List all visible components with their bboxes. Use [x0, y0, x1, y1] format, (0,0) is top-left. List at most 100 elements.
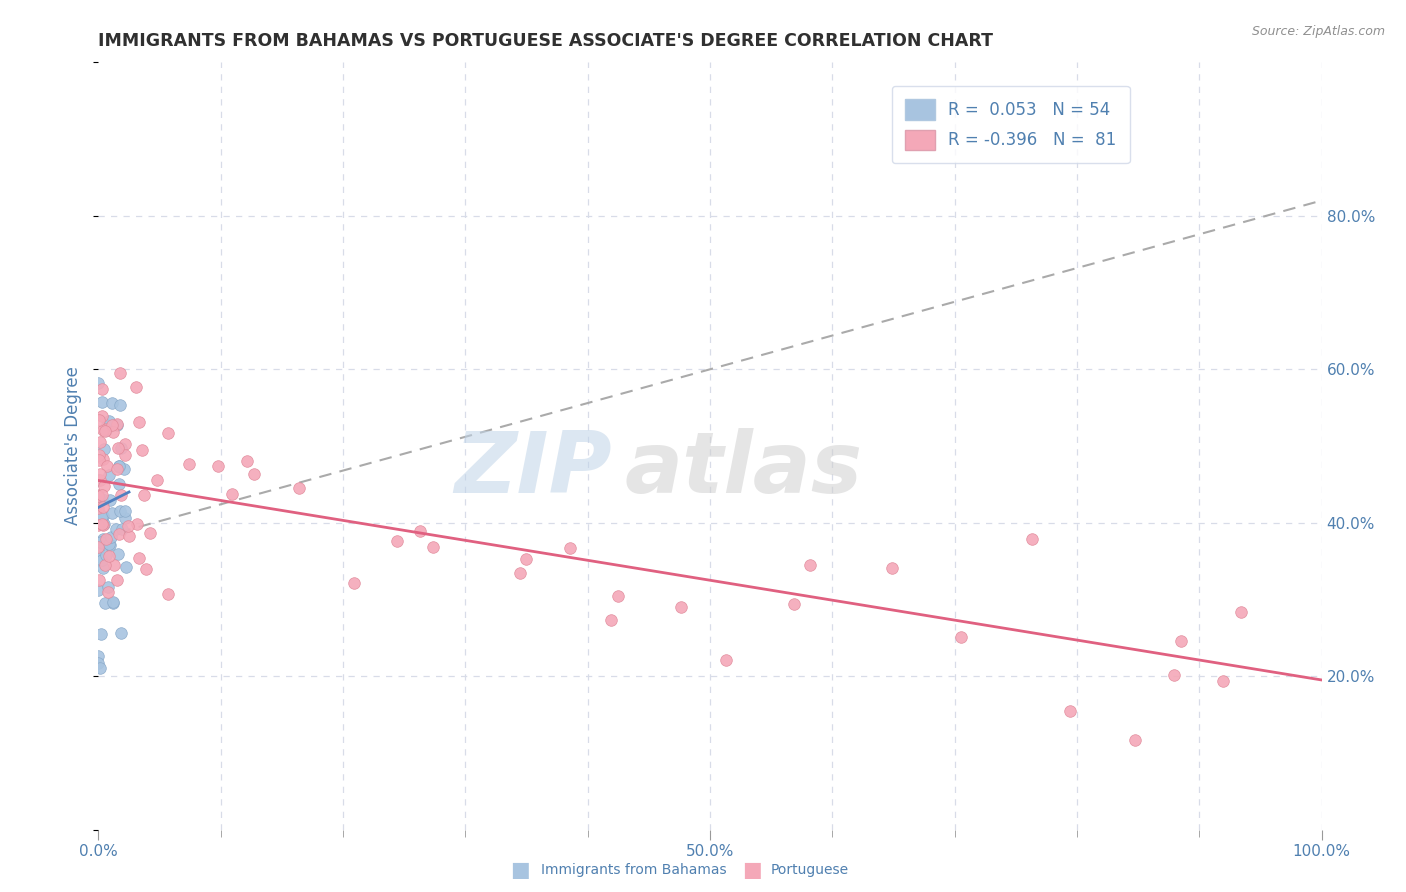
Point [87, 501, 110, 516]
Point [101, 596, 124, 610]
Text: Immigrants from Bahamas: Immigrants from Bahamas [541, 863, 727, 877]
Text: ■: ■ [742, 860, 762, 880]
Point [146, 473, 169, 487]
Point [107, 573, 129, 587]
Y-axis label: Associate's Degree: Associate's Degree [65, 367, 83, 525]
Point [783, 598, 806, 612]
Point [91, 488, 114, 502]
Point [87, 505, 110, 519]
Point [89, 453, 111, 467]
Text: ■: ■ [510, 860, 530, 880]
Point [108, 460, 131, 475]
Point [114, 448, 136, 462]
Point [89, 550, 111, 565]
Point [94, 596, 117, 610]
Point [207, 458, 229, 473]
Point [110, 366, 132, 380]
Text: Portuguese: Portuguese [770, 863, 849, 877]
Point [114, 437, 136, 451]
Point [101, 396, 124, 410]
Point [90, 534, 112, 549]
Text: ZIP: ZIP [454, 427, 612, 510]
Point [97, 580, 120, 594]
Point [714, 653, 737, 667]
Point [108, 458, 131, 473]
Point [1059, 704, 1081, 718]
Point [87, 473, 110, 487]
Point [114, 511, 136, 525]
Point [107, 417, 129, 432]
Point [91, 500, 114, 514]
Point [93, 516, 115, 531]
Point [91, 491, 114, 506]
Point [118, 529, 141, 543]
Point [111, 522, 134, 536]
Point [177, 457, 200, 471]
Point [243, 467, 266, 481]
Point [1123, 733, 1146, 747]
Point [89, 510, 111, 524]
Point [385, 534, 408, 549]
Point [98, 549, 121, 563]
Point [950, 630, 973, 644]
Point [110, 442, 132, 456]
Point [98, 538, 121, 552]
Point [87, 582, 110, 597]
Point [115, 559, 138, 574]
Point [125, 380, 148, 394]
Point [101, 594, 124, 608]
Point [91, 517, 114, 532]
Point [101, 417, 124, 432]
Point [128, 551, 150, 566]
Point [128, 415, 150, 429]
Point [131, 443, 153, 458]
Point [91, 535, 114, 549]
Point [422, 540, 444, 554]
Point [221, 487, 243, 501]
Point [112, 461, 135, 475]
Point [87, 488, 110, 502]
Point [1163, 668, 1185, 682]
Point [132, 488, 155, 502]
Legend: R =  0.053   N = 54, R = -0.396   N =  81: R = 0.053 N = 54, R = -0.396 N = 81 [891, 87, 1130, 163]
Point [87, 656, 110, 670]
Point [87, 543, 110, 558]
Point [89, 661, 111, 675]
Point [127, 517, 149, 532]
Point [90, 552, 112, 566]
Point [87, 412, 110, 426]
Point [110, 625, 132, 640]
Point [93, 479, 115, 493]
Point [117, 518, 139, 533]
Point [105, 522, 128, 536]
Point [87, 648, 110, 663]
Point [156, 426, 179, 441]
Point [105, 462, 128, 476]
Point [101, 425, 124, 439]
Point [90, 627, 112, 641]
Point [409, 524, 432, 538]
Point [91, 508, 114, 523]
Point [91, 532, 114, 546]
Point [110, 504, 132, 518]
Point [89, 467, 111, 482]
Point [97, 467, 120, 482]
Point [96, 458, 118, 473]
Point [107, 441, 129, 455]
Point [110, 488, 132, 502]
Point [138, 525, 160, 540]
Point [94, 558, 117, 573]
Text: IMMIGRANTS FROM BAHAMAS VS PORTUGUESE ASSOCIATE'S DEGREE CORRELATION CHART: IMMIGRANTS FROM BAHAMAS VS PORTUGUESE AS… [98, 32, 994, 50]
Point [91, 517, 114, 532]
Point [105, 417, 128, 431]
Point [1170, 634, 1192, 648]
Point [93, 561, 115, 575]
Point [606, 589, 628, 603]
Point [342, 576, 364, 591]
Point [96, 417, 118, 432]
Point [96, 533, 118, 547]
Point [98, 537, 121, 551]
Point [107, 547, 129, 561]
Point [93, 442, 115, 457]
Point [156, 587, 179, 601]
